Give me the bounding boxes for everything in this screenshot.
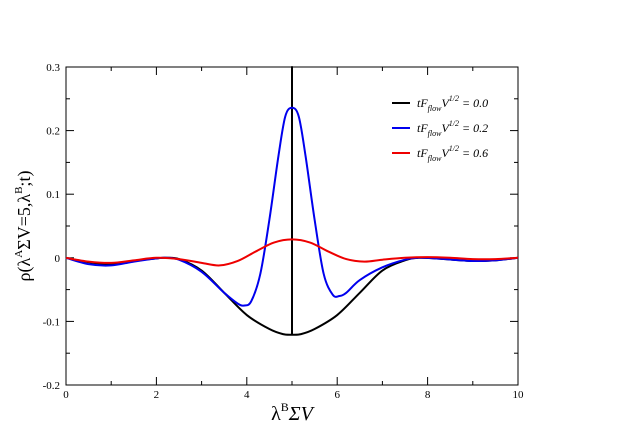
series-lines bbox=[65, 66, 519, 336]
x-tick-label: 0 bbox=[63, 389, 69, 401]
x-axis-title-rest: ΣV bbox=[288, 403, 316, 425]
y-axis-title-part2: ΣV=5,λ bbox=[14, 194, 34, 250]
y-tick-label: -0.2 bbox=[43, 380, 60, 392]
y-tick-label: -0.1 bbox=[43, 316, 60, 328]
y-axis-title-part1: ρ(λ bbox=[14, 257, 35, 281]
y-tick-label: 0 bbox=[55, 253, 61, 265]
y-tick-label: 0.2 bbox=[46, 126, 60, 138]
x-axis-title-sup: B bbox=[281, 400, 289, 414]
y-axis-title-part3: ;t) bbox=[14, 171, 35, 187]
x-axis-title-base: λ bbox=[271, 403, 281, 425]
x-axis-title: λBΣV bbox=[271, 400, 316, 425]
y-tick-label: 0.1 bbox=[46, 189, 60, 201]
y-axis-title: ρ(λAΣV=5,λB;t) bbox=[13, 171, 35, 282]
y-axis-title-sup2: B bbox=[13, 187, 25, 194]
y-axis-ticks: -0.2 -0.1 0 0.1 0.2 0.3 bbox=[43, 62, 518, 392]
x-tick-label: 2 bbox=[154, 389, 160, 401]
y-axis-title-sup1: A bbox=[13, 250, 25, 258]
legend-label-1: tFflowV1/2 = 0.2 bbox=[417, 119, 488, 138]
x-axis-ticks: 0 2 4 6 8 10 bbox=[63, 67, 524, 401]
x-tick-label: 8 bbox=[425, 389, 431, 401]
x-tick-label: 6 bbox=[334, 389, 340, 401]
x-tick-label: 10 bbox=[513, 389, 525, 401]
legend-label-0: tFflowV1/2 = 0.0 bbox=[417, 94, 488, 113]
y-tick-label: 0.3 bbox=[46, 62, 60, 74]
x-tick-label: 4 bbox=[244, 389, 250, 401]
legend-label-2: tFflowV1/2 = 0.6 bbox=[417, 144, 488, 163]
series-line-2 bbox=[65, 238, 519, 267]
legend: tFflowV1/2 = 0.0 tFflowV1/2 = 0.2 tFflow… bbox=[392, 94, 488, 163]
